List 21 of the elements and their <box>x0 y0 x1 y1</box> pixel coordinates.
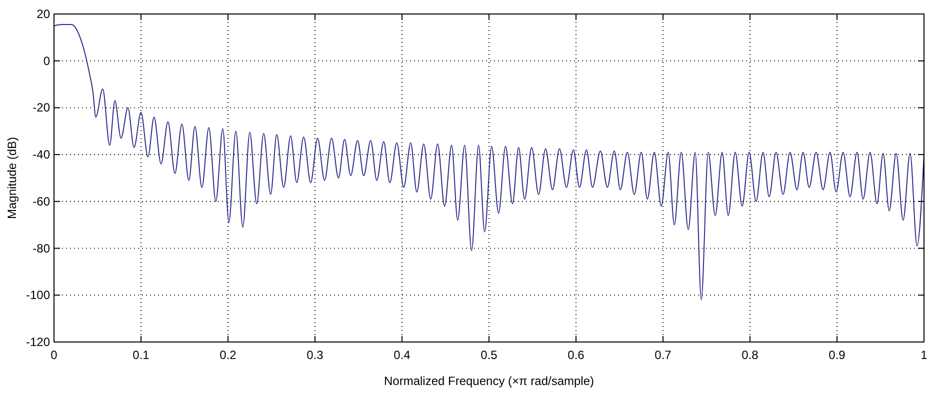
x-tick-label: 0.3 <box>306 348 324 362</box>
x-tick-label: 0.9 <box>828 348 846 362</box>
x-tick-label: 0.1 <box>132 348 150 362</box>
y-tick-label: -20 <box>32 100 50 115</box>
y-tick-label: 20 <box>36 7 50 21</box>
y-tick-label: 0 <box>43 54 50 68</box>
line-series <box>54 24 924 300</box>
y-tick-label: -40 <box>32 148 50 162</box>
x-tick-label: 0.5 <box>480 348 498 362</box>
x-tick-label: 0.4 <box>394 348 411 362</box>
y-tick-label: -120 <box>26 335 50 349</box>
y-tick-label: -100 <box>26 288 50 302</box>
x-tick-label: 0.2 <box>220 348 237 362</box>
x-tick-label: 0.6 <box>568 348 585 362</box>
x-axis-title: Normalized Frequency (×π rad/sample) <box>384 374 594 388</box>
x-tick-label: 0.8 <box>742 348 759 362</box>
y-axis-title: Magnitude (dB) <box>5 136 19 220</box>
x-tick-label: 1 <box>920 348 928 362</box>
y-tick-label: -80 <box>32 241 50 256</box>
x-tick-label: 0.7 <box>654 348 672 362</box>
y-tick-label: -60 <box>32 194 50 208</box>
